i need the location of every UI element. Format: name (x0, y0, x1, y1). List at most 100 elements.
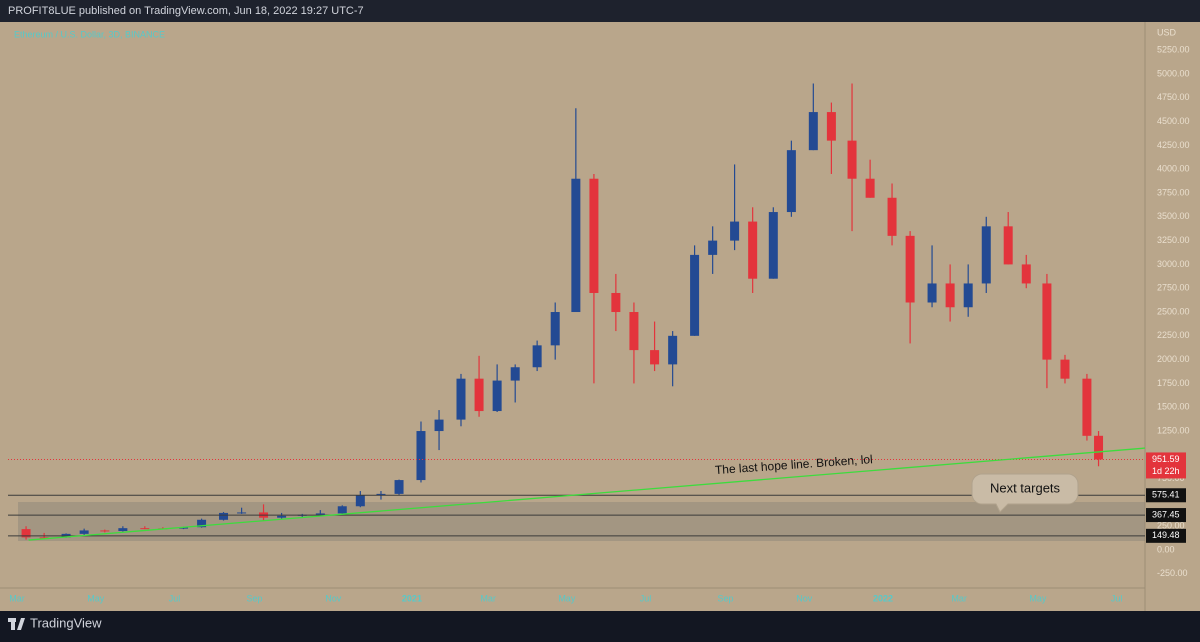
x-tick-label: 2022 (873, 593, 893, 603)
y-tick-label: 4000.00 (1157, 164, 1190, 174)
candle-body (550, 312, 560, 346)
callout (971, 473, 1079, 513)
header-text: PROFIT8LUE published on TradingView.com,… (8, 5, 364, 17)
countdown: 1d 22h (1152, 466, 1180, 476)
x-tick-label: Jul (640, 593, 652, 603)
x-tick-label: 2021 (402, 593, 422, 603)
y-tick-label: 3500.00 (1157, 211, 1190, 221)
candle-body (277, 515, 287, 518)
y-tick-label: -250.00 (1157, 568, 1188, 578)
candle-body (416, 431, 426, 481)
last-price-bg (1146, 452, 1186, 479)
candle-body (650, 350, 660, 365)
y-tick-label: 4500.00 (1157, 116, 1190, 126)
level-label-bg (1146, 528, 1186, 543)
x-tick-label: Sep (718, 593, 734, 603)
candle-body (963, 283, 973, 308)
candle-body (668, 335, 678, 365)
candle-body (865, 178, 875, 198)
candle-body (808, 112, 818, 151)
candle-body (39, 537, 49, 539)
candle-body (337, 506, 347, 514)
x-tick-label: May (87, 593, 105, 603)
level-label: 149.48 (1152, 530, 1180, 540)
plot (21, 83, 1104, 540)
candle-body (629, 312, 639, 351)
candle-body (118, 528, 128, 532)
header-bar (0, 0, 1200, 22)
y-tick-label: 250.00 (1157, 521, 1185, 531)
candle-body (434, 419, 444, 432)
candle-body (690, 254, 700, 336)
callout-text: Next targets (990, 480, 1061, 495)
candle-body (589, 178, 599, 293)
candle-body (492, 380, 502, 412)
candle-body (887, 197, 897, 236)
level-label-bg (1146, 488, 1186, 503)
x-tick-label: May (558, 593, 576, 603)
candle-body (21, 529, 31, 538)
candle-body (1042, 283, 1052, 360)
candle-body (981, 226, 991, 284)
y-tick-label: 3250.00 (1157, 235, 1190, 245)
y-tick-label: 1500.00 (1157, 402, 1190, 412)
y-tick-label: 4750.00 (1157, 92, 1190, 102)
candle-body (826, 112, 836, 141)
candle-body (510, 367, 520, 381)
candle-body (100, 530, 110, 532)
candle-body (1060, 359, 1070, 379)
candle-body (532, 345, 542, 368)
candle-body (456, 378, 466, 420)
candle-body (927, 283, 937, 303)
currency: USD (1157, 27, 1177, 37)
x-tick-label: Mar (9, 593, 25, 603)
candle-body (474, 378, 484, 412)
candle-body (315, 513, 325, 515)
x-tick-label: Nov (796, 593, 813, 603)
y-tick-label: 3000.00 (1157, 259, 1190, 269)
last-price-label: 951.59 (1152, 454, 1180, 464)
candle-body (905, 235, 915, 303)
y-tick-label: 3750.00 (1157, 187, 1190, 197)
y-tick-label: 4250.00 (1157, 140, 1190, 150)
candle-body (708, 240, 718, 255)
y-tick-label: 1250.00 (1157, 425, 1190, 435)
candle-body (79, 530, 89, 534)
y-tick-label: 2500.00 (1157, 306, 1190, 316)
x-tick-label: Jul (1111, 593, 1123, 603)
y-tick-label: 0.00 (1157, 544, 1175, 554)
logo (8, 618, 25, 630)
level-label: 367.45 (1152, 509, 1180, 519)
y-tick-label: 1750.00 (1157, 378, 1190, 388)
trend-line (28, 447, 1146, 541)
candle-body (140, 528, 150, 530)
candle-body (219, 512, 229, 520)
candle-body (355, 495, 365, 507)
candle-body (730, 221, 740, 241)
x-tick-label: Jul (169, 593, 181, 603)
x-tick-label: Mar (951, 593, 967, 603)
candle-body (768, 212, 778, 279)
candle-body (394, 480, 404, 494)
candle-body (786, 150, 796, 213)
level-label: 575.41 (1152, 490, 1180, 500)
y-tick-label: 5250.00 (1157, 45, 1190, 55)
candle-body (197, 519, 207, 528)
target-zone (18, 502, 1145, 541)
candle-body (611, 292, 621, 313)
x-tick-label: May (1029, 593, 1047, 603)
candle-body (376, 493, 386, 496)
candle-body (1094, 435, 1104, 460)
candle-body (1003, 226, 1013, 265)
x-tick-label: Sep (246, 593, 262, 603)
y-tick-label: 2750.00 (1157, 283, 1190, 293)
footer-bar (0, 611, 1200, 637)
candle-body (237, 512, 247, 514)
y-tick-label: 2000.00 (1157, 354, 1190, 364)
candle-body (945, 283, 955, 308)
y-tick-label: 5000.00 (1157, 68, 1190, 78)
candle-body (847, 140, 857, 179)
candle-body (1021, 264, 1031, 284)
